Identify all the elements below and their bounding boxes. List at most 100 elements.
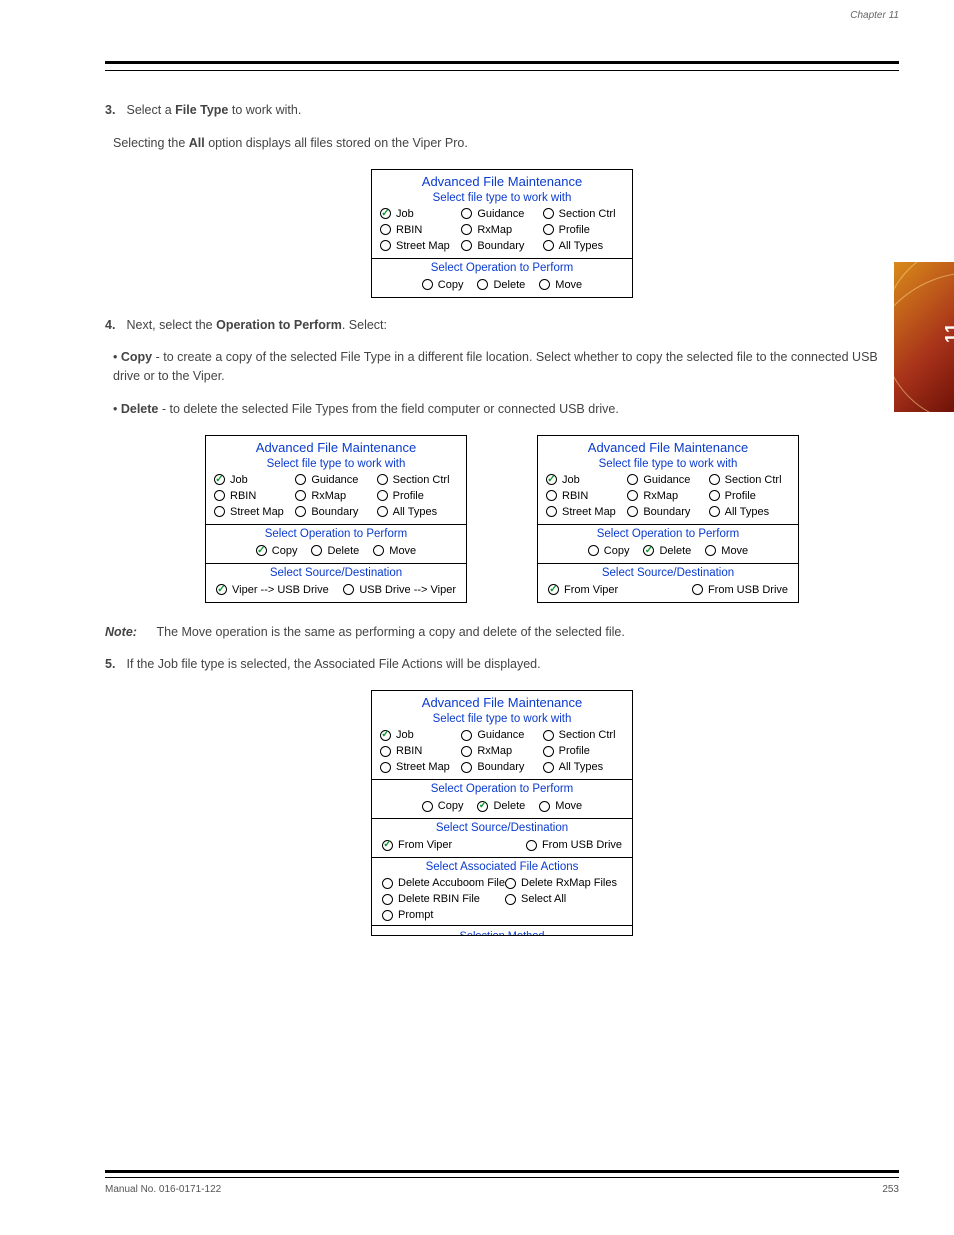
radio-icon[interactable] bbox=[461, 240, 472, 251]
radio-src_copy-1[interactable]: USB Drive --> Viper bbox=[343, 584, 456, 596]
radio-ops-1[interactable]: Delete bbox=[311, 545, 359, 557]
radio-icon[interactable] bbox=[461, 208, 472, 219]
radio-types-2[interactable]: Section Ctrl bbox=[543, 729, 624, 741]
radio-icon[interactable] bbox=[422, 801, 433, 812]
radio-icon[interactable] bbox=[380, 224, 391, 235]
radio-icon[interactable] bbox=[477, 279, 488, 290]
radio-icon[interactable] bbox=[382, 878, 393, 889]
radio-types-2[interactable]: Section Ctrl bbox=[377, 474, 458, 486]
radio-icon[interactable] bbox=[214, 490, 225, 501]
radio-icon[interactable] bbox=[295, 490, 306, 501]
radio-types-0[interactable]: Job bbox=[546, 474, 627, 486]
radio-actions-4[interactable]: Prompt bbox=[382, 909, 505, 921]
radio-types-8[interactable]: All Types bbox=[543, 761, 624, 773]
radio-types-2[interactable]: Section Ctrl bbox=[709, 474, 790, 486]
radio-types-5[interactable]: Profile bbox=[543, 224, 624, 236]
radio-icon[interactable] bbox=[543, 240, 554, 251]
radio-icon[interactable] bbox=[380, 746, 391, 757]
radio-types-5[interactable]: Profile bbox=[709, 490, 790, 502]
radio-types-0[interactable]: Job bbox=[380, 208, 461, 220]
radio-ops-2[interactable]: Move bbox=[539, 800, 582, 812]
radio-icon[interactable] bbox=[692, 584, 703, 595]
radio-types-1[interactable]: Guidance bbox=[295, 474, 376, 486]
radio-icon[interactable] bbox=[546, 490, 557, 501]
radio-icon[interactable] bbox=[214, 506, 225, 517]
radio-src_del-1[interactable]: From USB Drive bbox=[692, 584, 788, 596]
radio-types-8[interactable]: All Types bbox=[709, 506, 790, 518]
radio-types-7[interactable]: Boundary bbox=[461, 761, 542, 773]
radio-types-6[interactable]: Street Map bbox=[380, 761, 461, 773]
radio-icon[interactable] bbox=[214, 474, 225, 485]
radio-icon[interactable] bbox=[546, 506, 557, 517]
radio-icon[interactable] bbox=[382, 840, 393, 851]
radio-icon[interactable] bbox=[643, 545, 654, 556]
radio-types-4[interactable]: RxMap bbox=[295, 490, 376, 502]
radio-actions-3[interactable]: Select All bbox=[505, 893, 622, 905]
radio-icon[interactable] bbox=[543, 746, 554, 757]
radio-src_del-0[interactable]: From Viper bbox=[548, 584, 618, 596]
radio-types-0[interactable]: Job bbox=[380, 729, 461, 741]
radio-icon[interactable] bbox=[543, 762, 554, 773]
radio-types-5[interactable]: Profile bbox=[377, 490, 458, 502]
radio-icon[interactable] bbox=[382, 894, 393, 905]
radio-types-7[interactable]: Boundary bbox=[461, 240, 542, 252]
radio-icon[interactable] bbox=[256, 545, 267, 556]
radio-icon[interactable] bbox=[343, 584, 354, 595]
radio-ops-2[interactable]: Move bbox=[539, 279, 582, 291]
radio-ops-2[interactable]: Move bbox=[705, 545, 748, 557]
radio-icon[interactable] bbox=[377, 506, 388, 517]
radio-src_del-1[interactable]: From USB Drive bbox=[526, 839, 622, 851]
radio-types-3[interactable]: RBIN bbox=[380, 745, 461, 757]
radio-types-8[interactable]: All Types bbox=[543, 240, 624, 252]
radio-ops-0[interactable]: Copy bbox=[422, 279, 464, 291]
radio-icon[interactable] bbox=[543, 224, 554, 235]
radio-ops-1[interactable]: Delete bbox=[477, 800, 525, 812]
radio-icon[interactable] bbox=[295, 474, 306, 485]
radio-icon[interactable] bbox=[382, 910, 393, 921]
radio-icon[interactable] bbox=[709, 474, 720, 485]
radio-types-1[interactable]: Guidance bbox=[461, 208, 542, 220]
radio-ops-2[interactable]: Move bbox=[373, 545, 416, 557]
radio-icon[interactable] bbox=[422, 279, 433, 290]
radio-icon[interactable] bbox=[543, 730, 554, 741]
radio-icon[interactable] bbox=[539, 801, 550, 812]
radio-types-6[interactable]: Street Map bbox=[380, 240, 461, 252]
radio-ops-0[interactable]: Copy bbox=[588, 545, 630, 557]
radio-icon[interactable] bbox=[705, 545, 716, 556]
radio-icon[interactable] bbox=[505, 878, 516, 889]
radio-icon[interactable] bbox=[461, 730, 472, 741]
radio-types-4[interactable]: RxMap bbox=[627, 490, 708, 502]
radio-icon[interactable] bbox=[543, 208, 554, 219]
radio-types-3[interactable]: RBIN bbox=[546, 490, 627, 502]
radio-icon[interactable] bbox=[380, 240, 391, 251]
radio-icon[interactable] bbox=[377, 490, 388, 501]
radio-types-5[interactable]: Profile bbox=[543, 745, 624, 757]
radio-icon[interactable] bbox=[377, 474, 388, 485]
radio-icon[interactable] bbox=[461, 224, 472, 235]
radio-types-1[interactable]: Guidance bbox=[461, 729, 542, 741]
radio-types-3[interactable]: RBIN bbox=[214, 490, 295, 502]
radio-types-4[interactable]: RxMap bbox=[461, 745, 542, 757]
radio-src_copy-0[interactable]: Viper --> USB Drive bbox=[216, 584, 329, 596]
radio-icon[interactable] bbox=[380, 762, 391, 773]
radio-icon[interactable] bbox=[709, 506, 720, 517]
radio-types-3[interactable]: RBIN bbox=[380, 224, 461, 236]
radio-icon[interactable] bbox=[709, 490, 720, 501]
radio-actions-0[interactable]: Delete Accuboom File bbox=[382, 877, 505, 889]
radio-icon[interactable] bbox=[216, 584, 227, 595]
radio-icon[interactable] bbox=[373, 545, 384, 556]
radio-ops-1[interactable]: Delete bbox=[477, 279, 525, 291]
radio-icon[interactable] bbox=[461, 746, 472, 757]
radio-types-7[interactable]: Boundary bbox=[295, 506, 376, 518]
radio-icon[interactable] bbox=[295, 506, 306, 517]
radio-icon[interactable] bbox=[477, 801, 488, 812]
radio-types-1[interactable]: Guidance bbox=[627, 474, 708, 486]
radio-actions-1[interactable]: Delete RxMap Files bbox=[505, 877, 622, 889]
radio-icon[interactable] bbox=[526, 840, 537, 851]
radio-icon[interactable] bbox=[505, 894, 516, 905]
radio-icon[interactable] bbox=[546, 474, 557, 485]
radio-icon[interactable] bbox=[461, 762, 472, 773]
radio-icon[interactable] bbox=[311, 545, 322, 556]
radio-icon[interactable] bbox=[627, 506, 638, 517]
radio-ops-0[interactable]: Copy bbox=[422, 800, 464, 812]
